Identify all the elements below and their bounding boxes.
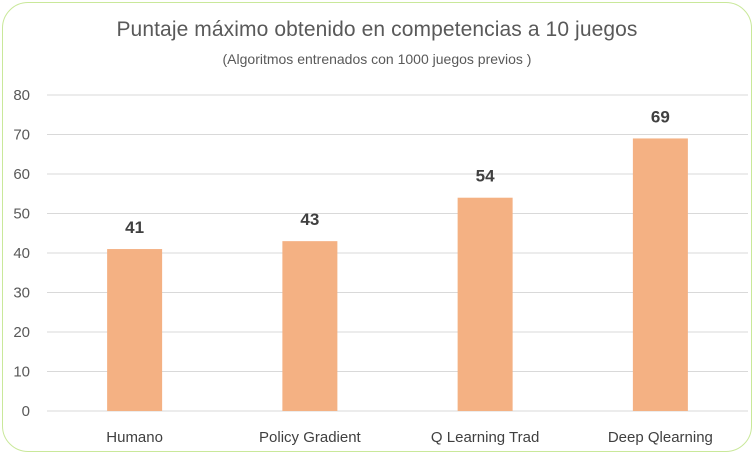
y-tick-label: 50: [13, 206, 30, 223]
y-tick-label: 40: [13, 245, 30, 262]
category-label-1: Humano: [106, 429, 163, 446]
bar-2: [282, 241, 338, 411]
y-tick-label: 10: [13, 364, 30, 381]
category-label-4: Deep Qlearning: [608, 429, 713, 446]
y-tick-label: 80: [13, 87, 30, 104]
category-label-3: Q Learning Trad: [431, 429, 539, 446]
y-tick-label: 0: [22, 403, 30, 420]
data-labels: 41 43 54 69: [125, 107, 670, 237]
data-label-2: 43: [300, 210, 319, 229]
bar-1: [107, 249, 163, 411]
bar-3: [457, 197, 513, 411]
data-label-3: 54: [476, 167, 495, 186]
data-label-4: 69: [651, 107, 670, 126]
y-tick-label: 70: [13, 127, 30, 144]
gridlines: [47, 94, 748, 412]
data-label-1: 41: [125, 218, 144, 237]
y-axis-ticks: 0 10 20 30 40 50 60 70 80: [13, 87, 30, 420]
chart-title: Puntaje máximo obtenido en competencias …: [116, 18, 638, 41]
x-axis-categories: Humano Policy Gradient Q Learning Trad Deep…: [106, 429, 713, 446]
chart-subtitle: (Algoritmos entrenados con 1000 juegos p…: [222, 51, 532, 67]
bars: [107, 138, 688, 411]
y-tick-label: 20: [13, 324, 30, 341]
y-tick-label: 60: [13, 166, 30, 183]
bar-4: [632, 138, 688, 411]
y-tick-label: 30: [13, 285, 30, 302]
category-label-2: Policy Gradient: [259, 429, 362, 446]
